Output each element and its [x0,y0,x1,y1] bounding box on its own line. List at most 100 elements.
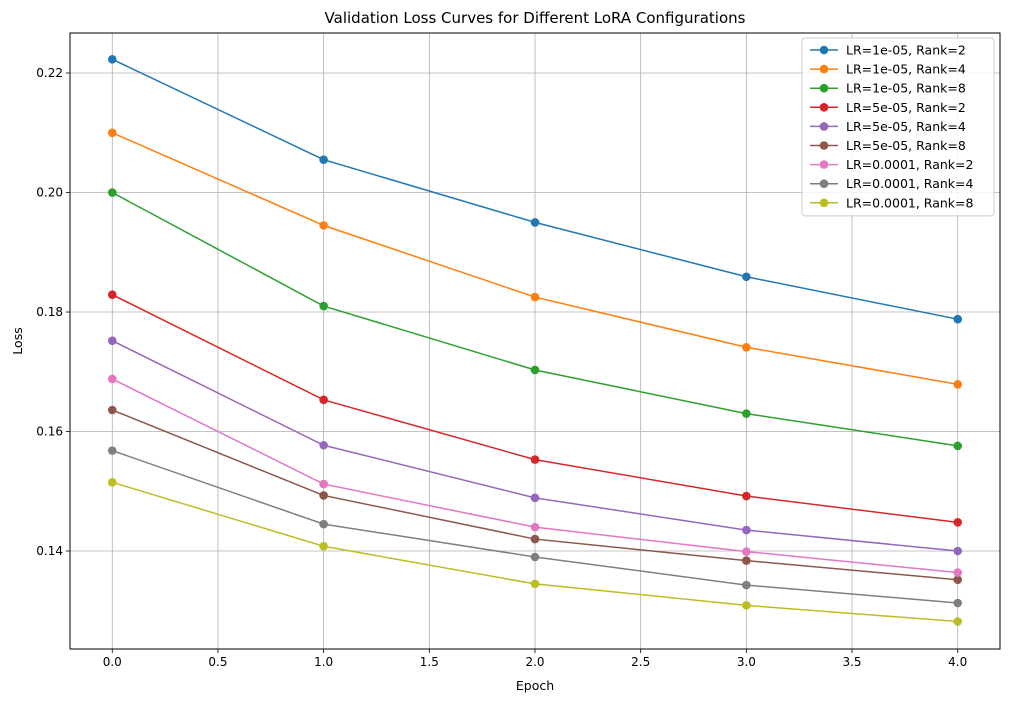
legend-item: LR=1e-05, Rank=8 [810,81,966,96]
data-point [742,525,751,535]
legend-marker [819,198,829,208]
data-point [319,541,328,551]
x-tick-label: 2.5 [631,655,650,669]
data-point [319,155,328,164]
data-point [953,546,963,556]
legend-item: LR=0.0001, Rank=4 [810,176,974,191]
data-point [742,580,751,590]
data-point [530,292,540,302]
legend-item: LR=5e-05, Rank=8 [810,138,966,153]
data-point [530,365,540,375]
legend-label: LR=1e-05, Rank=4 [846,62,966,77]
data-point [107,478,117,487]
data-point [742,491,751,501]
legend-marker [819,179,829,188]
y-tick-label: 0.14 [36,544,63,558]
legend-item: LR=5e-05, Rank=4 [810,119,966,134]
x-tick-label: 3.5 [842,655,861,669]
data-point [953,518,963,527]
series-6 [107,405,963,584]
legend: LR=1e-05, Rank=2 LR=1e-05, Rank=4 LR=1e-05… [801,37,995,217]
data-point [953,380,963,389]
legend-marker [819,122,829,131]
data-point [319,395,328,405]
data-point [319,440,328,450]
legend-marker [819,83,829,93]
series-lines [107,54,963,626]
data-point [319,519,328,529]
data-point [742,601,751,610]
data-point [530,534,540,544]
x-axis-title: Epoch [516,678,554,693]
data-point [953,598,963,608]
data-point [953,441,963,451]
series-8 [107,446,963,608]
data-point [107,128,117,138]
series-3 [107,188,963,451]
data-point [530,218,540,227]
data-point [530,552,540,562]
series-4 [107,290,963,527]
legend-item: LR=5e-05, Rank=2 [810,100,966,115]
chart-title: Validation Loss Curves for Different LoR… [325,9,746,27]
data-point [953,575,963,584]
legend-item: LR=0.0001, Rank=8 [810,195,974,210]
legend-item: LR=1e-05, Rank=2 [810,43,966,58]
series-2 [107,128,963,389]
data-point [742,556,751,565]
data-point [530,455,540,464]
data-point [107,188,117,197]
data-point [107,290,117,299]
data-point [742,547,751,556]
data-point [530,579,540,589]
data-point [319,479,328,489]
series-1 [107,54,963,324]
legend-label: LR=0.0001, Rank=2 [846,157,973,172]
legend-label: LR=1e-05, Rank=8 [846,81,966,96]
x-tick-label: 0.5 [208,655,227,669]
legend-item: LR=0.0001, Rank=2 [810,157,973,172]
legend-label: LR=0.0001, Rank=4 [846,176,974,191]
legend-label: LR=5e-05, Rank=2 [846,100,966,115]
y-tick-label: 0.20 [36,186,63,200]
data-point [742,272,751,282]
data-point [953,568,963,577]
data-point [319,301,328,311]
legend-label: LR=1e-05, Rank=2 [846,43,966,58]
data-point [107,405,117,415]
legend-item: LR=1e-05, Rank=4 [810,62,966,77]
x-tick-label: 1.0 [314,655,333,669]
legend-label: LR=5e-05, Rank=8 [846,138,966,153]
y-tick-label: 0.16 [36,425,63,439]
y-axis-title: Loss [10,327,25,354]
axis-ticks: 0.0 0.5 1.0 1.5 2.0 2.5 3.0 3.5 4.0 0.14 0.16 0.18 0… [36,66,967,669]
data-point [953,314,963,324]
y-tick-label: 0.18 [36,305,63,319]
data-point [319,221,328,230]
data-point [107,374,117,384]
legend-marker [819,160,829,169]
legend-label: LR=5e-05, Rank=4 [846,119,966,134]
series-7 [107,374,963,577]
legend-label: LR=0.0001, Rank=8 [846,195,974,210]
data-point [742,342,751,352]
x-tick-label: 3.0 [737,655,756,669]
data-point [319,491,328,500]
series-9 [107,478,963,626]
legend-box [801,37,995,217]
data-point [530,522,540,532]
legend-marker [819,64,829,74]
data-point [742,409,751,418]
series-5 [107,336,963,556]
legend-marker [819,141,829,150]
data-point [953,617,963,626]
data-point [107,54,117,64]
data-point [107,336,117,346]
x-tick-label: 1.5 [420,655,439,669]
data-point [530,493,540,503]
legend-marker [819,45,829,55]
x-tick-label: 2.0 [525,655,544,669]
legend-marker [819,103,829,112]
